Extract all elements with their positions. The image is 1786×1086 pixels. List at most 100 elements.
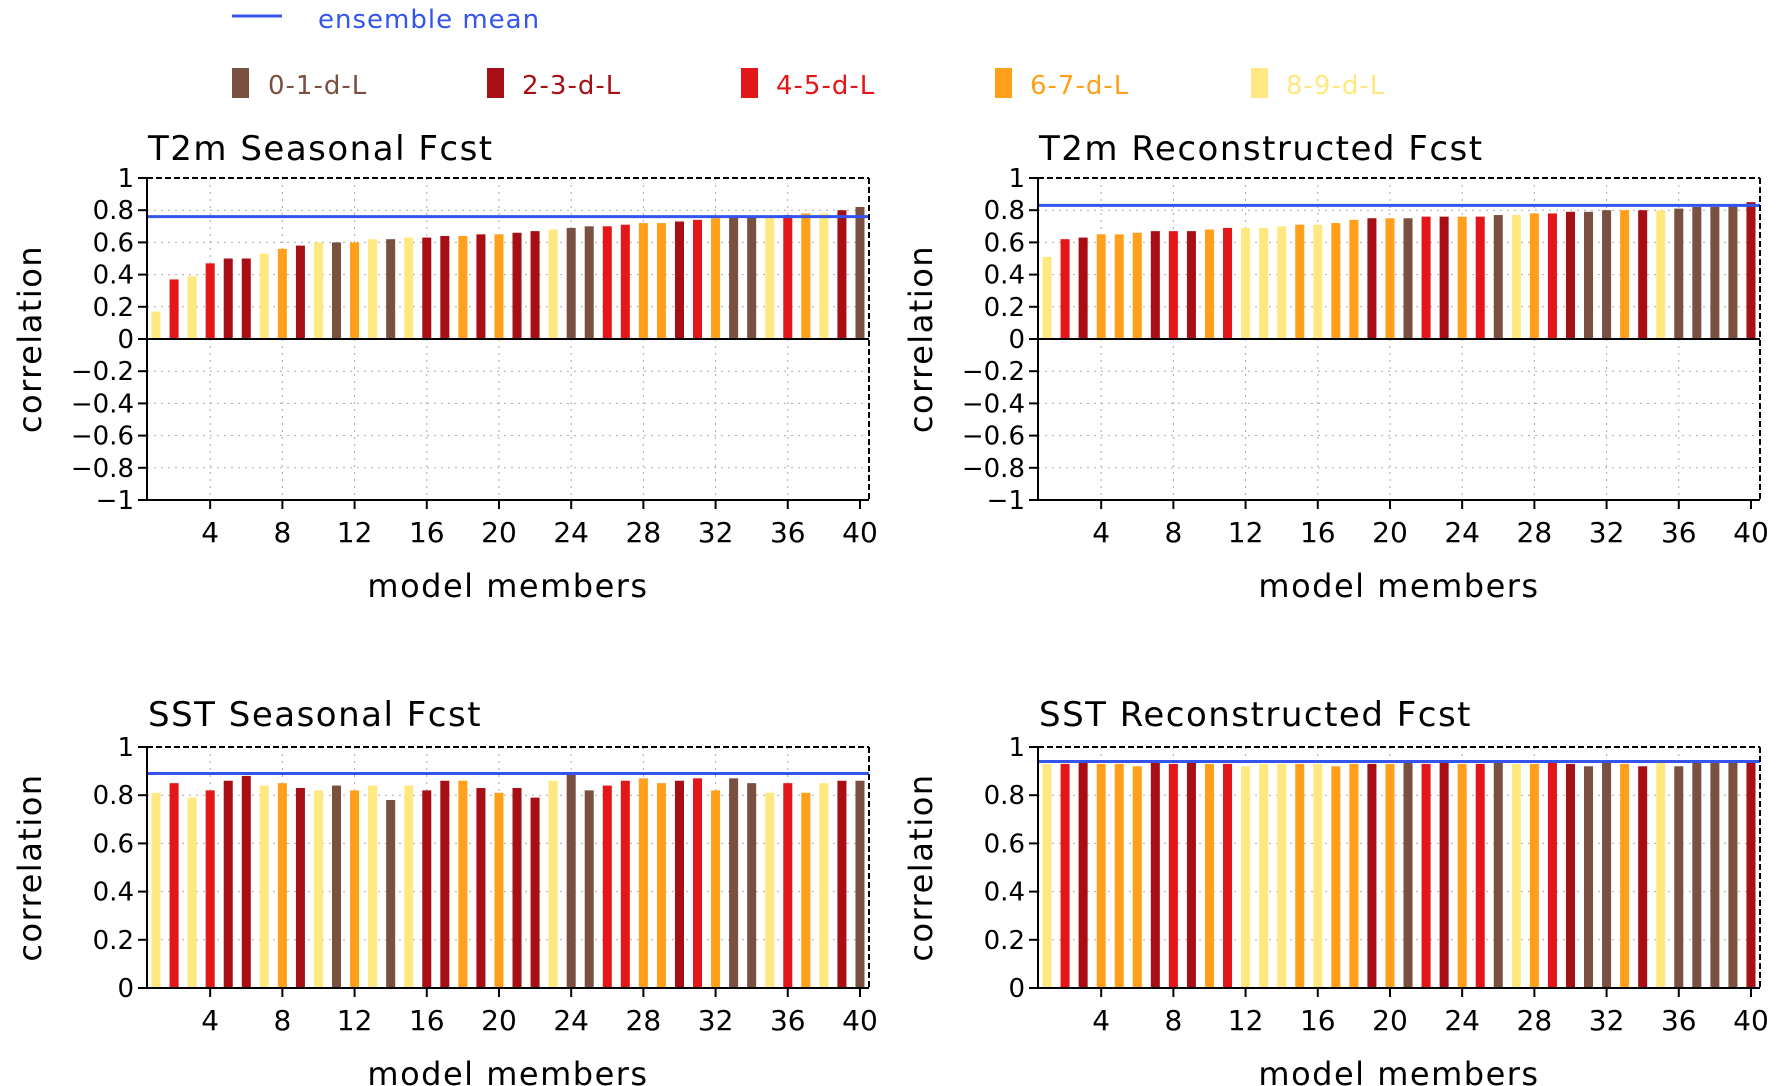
bar-member-13 bbox=[368, 785, 378, 988]
bar-member-12 bbox=[350, 790, 360, 988]
bar-member-17 bbox=[1331, 223, 1341, 339]
y-tick-label: 0.8 bbox=[984, 196, 1025, 226]
legend-label-lead-1: 2-3-d-L bbox=[522, 71, 621, 101]
bar-member-7 bbox=[1150, 231, 1160, 339]
x-tick-label: 8 bbox=[273, 516, 291, 549]
bar-member-40 bbox=[855, 780, 865, 988]
x-tick-label: 40 bbox=[842, 1004, 878, 1037]
x-tick-label: 36 bbox=[1661, 1004, 1697, 1037]
x-tick-label: 36 bbox=[770, 1004, 806, 1037]
bar-member-39 bbox=[837, 210, 847, 339]
bar-member-31 bbox=[1584, 766, 1594, 988]
y-tick-label: 1 bbox=[117, 733, 134, 763]
x-tick-label: 40 bbox=[1733, 1004, 1769, 1037]
bar-member-35 bbox=[1656, 761, 1666, 988]
bar-member-11 bbox=[332, 785, 342, 988]
bar-member-22 bbox=[530, 797, 540, 988]
bar-member-28 bbox=[1529, 213, 1539, 339]
bar-member-2 bbox=[169, 279, 179, 339]
bar-member-38 bbox=[819, 213, 829, 339]
y-tick-label: −0.4 bbox=[962, 389, 1025, 419]
x-tick-label: 40 bbox=[1733, 516, 1769, 549]
bar-member-31 bbox=[693, 778, 703, 988]
y-tick-label: −0.8 bbox=[962, 454, 1025, 484]
bar-member-34 bbox=[1638, 210, 1648, 339]
y-tick-label: 0.2 bbox=[93, 293, 134, 323]
legend-swatch-lead-3 bbox=[995, 68, 1012, 98]
bar-member-10 bbox=[313, 242, 323, 339]
bar-member-7 bbox=[1150, 761, 1160, 988]
bar-member-32 bbox=[1602, 761, 1612, 988]
chart-panel-sst-reconstructed: SST Reconstructed Fcst 1 0.8 0.6 0.4 0.2 0 4 8 1… bbox=[902, 695, 1769, 1086]
y-tick-label: 0.8 bbox=[93, 196, 134, 226]
bar-member-9 bbox=[295, 245, 305, 339]
bar-member-34 bbox=[747, 783, 757, 988]
bar-member-17 bbox=[1331, 766, 1341, 988]
bar-member-4 bbox=[1096, 234, 1106, 339]
bar-member-8 bbox=[277, 783, 287, 988]
chart-panel-t2m-seasonal: T2m Seasonal Fcst 10.80.60.40.20−0.2−0.4… bbox=[11, 129, 878, 605]
bar-member-13 bbox=[1259, 227, 1269, 339]
bar-member-20 bbox=[1385, 763, 1395, 988]
bar-member-14 bbox=[1277, 763, 1287, 988]
bar-member-10 bbox=[313, 790, 323, 988]
bar-member-38 bbox=[1710, 761, 1720, 988]
bar-member-1 bbox=[1042, 256, 1052, 339]
y-tick-label: −0.6 bbox=[962, 422, 1025, 452]
x-tick-label: 36 bbox=[770, 516, 806, 549]
bar-member-7 bbox=[259, 253, 269, 339]
bar-member-8 bbox=[1168, 763, 1178, 988]
chart-title: SST Seasonal Fcst bbox=[148, 695, 482, 735]
bar-member-30 bbox=[674, 780, 684, 988]
y-tick-label: 0.6 bbox=[93, 829, 134, 859]
bar-member-23 bbox=[548, 229, 558, 339]
bar-member-33 bbox=[729, 216, 739, 339]
bar-member-23 bbox=[1439, 761, 1449, 988]
bar-member-27 bbox=[620, 780, 630, 988]
y-tick-label: 0.4 bbox=[93, 261, 134, 291]
bar-member-27 bbox=[1511, 215, 1521, 339]
x-tick-label: 12 bbox=[1228, 516, 1264, 549]
x-axis-label: model members bbox=[367, 567, 648, 605]
chart-panel-sst-seasonal: SST Seasonal Fcst 1 0.8 0.6 0.4 0.2 0 4 8 12 16 20… bbox=[11, 695, 878, 1086]
bar-member-26 bbox=[602, 226, 612, 339]
bar-member-37 bbox=[801, 213, 811, 339]
bar-member-5 bbox=[223, 258, 233, 339]
x-tick-label: 16 bbox=[1300, 516, 1336, 549]
chart-title: T2m Reconstructed Fcst bbox=[1038, 129, 1484, 169]
bar-member-6 bbox=[1132, 232, 1142, 339]
bar-member-20 bbox=[1385, 218, 1395, 339]
bar-member-30 bbox=[1565, 211, 1575, 339]
y-axis-label: correlation bbox=[11, 773, 49, 961]
y-tick-label: 0 bbox=[117, 325, 134, 355]
bar-member-20 bbox=[494, 792, 504, 988]
x-axis-label: model members bbox=[1258, 567, 1539, 605]
x-tick-label: 24 bbox=[1444, 1004, 1480, 1037]
bar-member-19 bbox=[1367, 763, 1377, 988]
bar-member-11 bbox=[332, 242, 342, 339]
x-axis-label: model members bbox=[1258, 1055, 1539, 1086]
y-tick-label: 0.4 bbox=[984, 261, 1025, 291]
bar-member-19 bbox=[476, 787, 486, 988]
bar-member-15 bbox=[1295, 763, 1305, 988]
x-tick-label: 8 bbox=[273, 1004, 291, 1037]
x-tick-label: 28 bbox=[1517, 516, 1553, 549]
bar-member-15 bbox=[404, 785, 414, 988]
bar-member-2 bbox=[169, 783, 179, 988]
bar-member-29 bbox=[656, 223, 666, 339]
y-tick-label: 0.8 bbox=[984, 781, 1025, 811]
y-axis-label: correlation bbox=[11, 245, 49, 433]
bar-member-22 bbox=[530, 231, 540, 339]
legend-swatch-lead-2 bbox=[741, 68, 758, 98]
bar-member-25 bbox=[584, 226, 594, 339]
y-tick-label: 0.2 bbox=[984, 926, 1025, 956]
x-tick-label: 20 bbox=[481, 1004, 517, 1037]
bar-member-11 bbox=[1223, 763, 1233, 988]
bar-member-4 bbox=[205, 263, 215, 339]
bar-member-25 bbox=[1475, 216, 1485, 339]
y-tick-label: −1 bbox=[96, 486, 134, 516]
bar-member-40 bbox=[1746, 202, 1756, 339]
legend-label-lead-2: 4-5-d-L bbox=[776, 71, 875, 101]
bar-member-25 bbox=[584, 790, 594, 988]
